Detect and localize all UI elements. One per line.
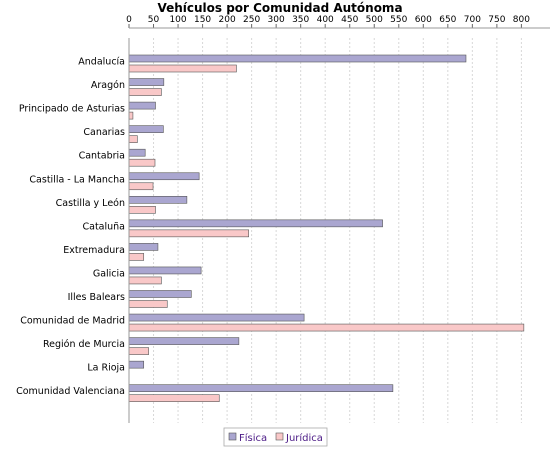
tick-label: 650: [439, 15, 456, 25]
bar-juridica: [128, 347, 149, 355]
category-label: Illes Balears: [68, 292, 125, 303]
bar-juridica: [128, 182, 154, 191]
category-label: Cantabria: [79, 151, 125, 162]
legend-box: [223, 427, 328, 447]
bar-fisica: [128, 125, 164, 133]
bar-fisica: [128, 290, 192, 298]
tick-label: 350: [292, 15, 309, 25]
bar-fisica: [128, 219, 383, 228]
category-label: Andalucía: [78, 57, 125, 68]
category-label: Castilla - La Mancha: [29, 174, 125, 185]
bar-juridica: [128, 111, 134, 120]
legend-label: Jurídica: [285, 432, 323, 444]
tick-label: 0: [126, 15, 132, 25]
category-label: Extremadura: [63, 245, 125, 256]
legend-swatch: [275, 432, 284, 441]
x-axis-ticks: 0 50 100 150 200 250 300 350 400 450 500 550 600 650 7…: [126, 15, 550, 29]
bar-fisica: [128, 243, 159, 251]
category-label: Castilla y León: [56, 198, 125, 209]
bar-juridica: [128, 206, 156, 214]
tick-label: 750: [488, 15, 505, 25]
tick-label: 300: [268, 15, 285, 25]
bar-juridica: [128, 229, 249, 238]
bar-juridica: [128, 300, 168, 308]
bar-fisica: [128, 313, 305, 322]
category-label: Galicia: [93, 268, 125, 279]
bar-fisica: [128, 266, 202, 275]
bar-fisica: [128, 196, 188, 204]
tick-label: 50: [148, 15, 160, 25]
tick-label: 100: [169, 15, 186, 25]
legend: Física Jurídica: [223, 427, 328, 447]
category-labels: Andalucía Aragón Principado de Asturias Can…: [16, 57, 125, 398]
tick-label: 150: [194, 15, 211, 25]
category-label: Principado de Asturias: [19, 104, 125, 115]
category-label: Comunidad de Madrid: [20, 316, 125, 327]
bar-fisica: [128, 172, 200, 181]
category-label: Canarias: [83, 127, 125, 138]
category-label: La Rioja: [87, 363, 125, 374]
legend-label: Física: [239, 432, 267, 444]
category-label: Región de Murcia: [43, 339, 125, 350]
category-label: Aragón: [91, 80, 125, 91]
tick-label: 400: [317, 15, 334, 25]
grid-lines: [153, 38, 522, 423]
bar-fisica: [128, 337, 240, 345]
bar-juridica: [128, 64, 237, 73]
bar-juridica: [128, 253, 145, 261]
bar-fisica: [128, 101, 156, 110]
bar-fisica: [128, 148, 146, 157]
bar-juridica: [128, 158, 156, 167]
bars: [128, 54, 525, 403]
category-label: Comunidad Valenciana: [16, 386, 125, 397]
bar-juridica: [128, 323, 525, 332]
tick-label: 500: [366, 15, 383, 25]
bar-fisica: [128, 78, 165, 86]
chart-title: Vehículos por Comunidad Autónoma: [157, 1, 402, 15]
tick-label: 550: [390, 15, 407, 25]
bar-fisica: [128, 360, 145, 369]
bar-juridica: [128, 276, 162, 285]
bar-fisica: [128, 54, 467, 63]
tick-label: 250: [243, 15, 260, 25]
legend-swatch: [228, 432, 237, 441]
bar-juridica: [128, 88, 162, 96]
tick-label: 200: [219, 15, 236, 25]
tick-label: 700: [464, 15, 481, 25]
bar-juridica: [128, 135, 138, 143]
tick-label: 600: [415, 15, 432, 25]
tick-label: 450: [341, 15, 358, 25]
category-label: Cataluña: [82, 221, 125, 232]
tick-label: 800: [513, 15, 530, 25]
bar-fisica: [128, 384, 394, 393]
bar-juridica: [128, 394, 220, 403]
